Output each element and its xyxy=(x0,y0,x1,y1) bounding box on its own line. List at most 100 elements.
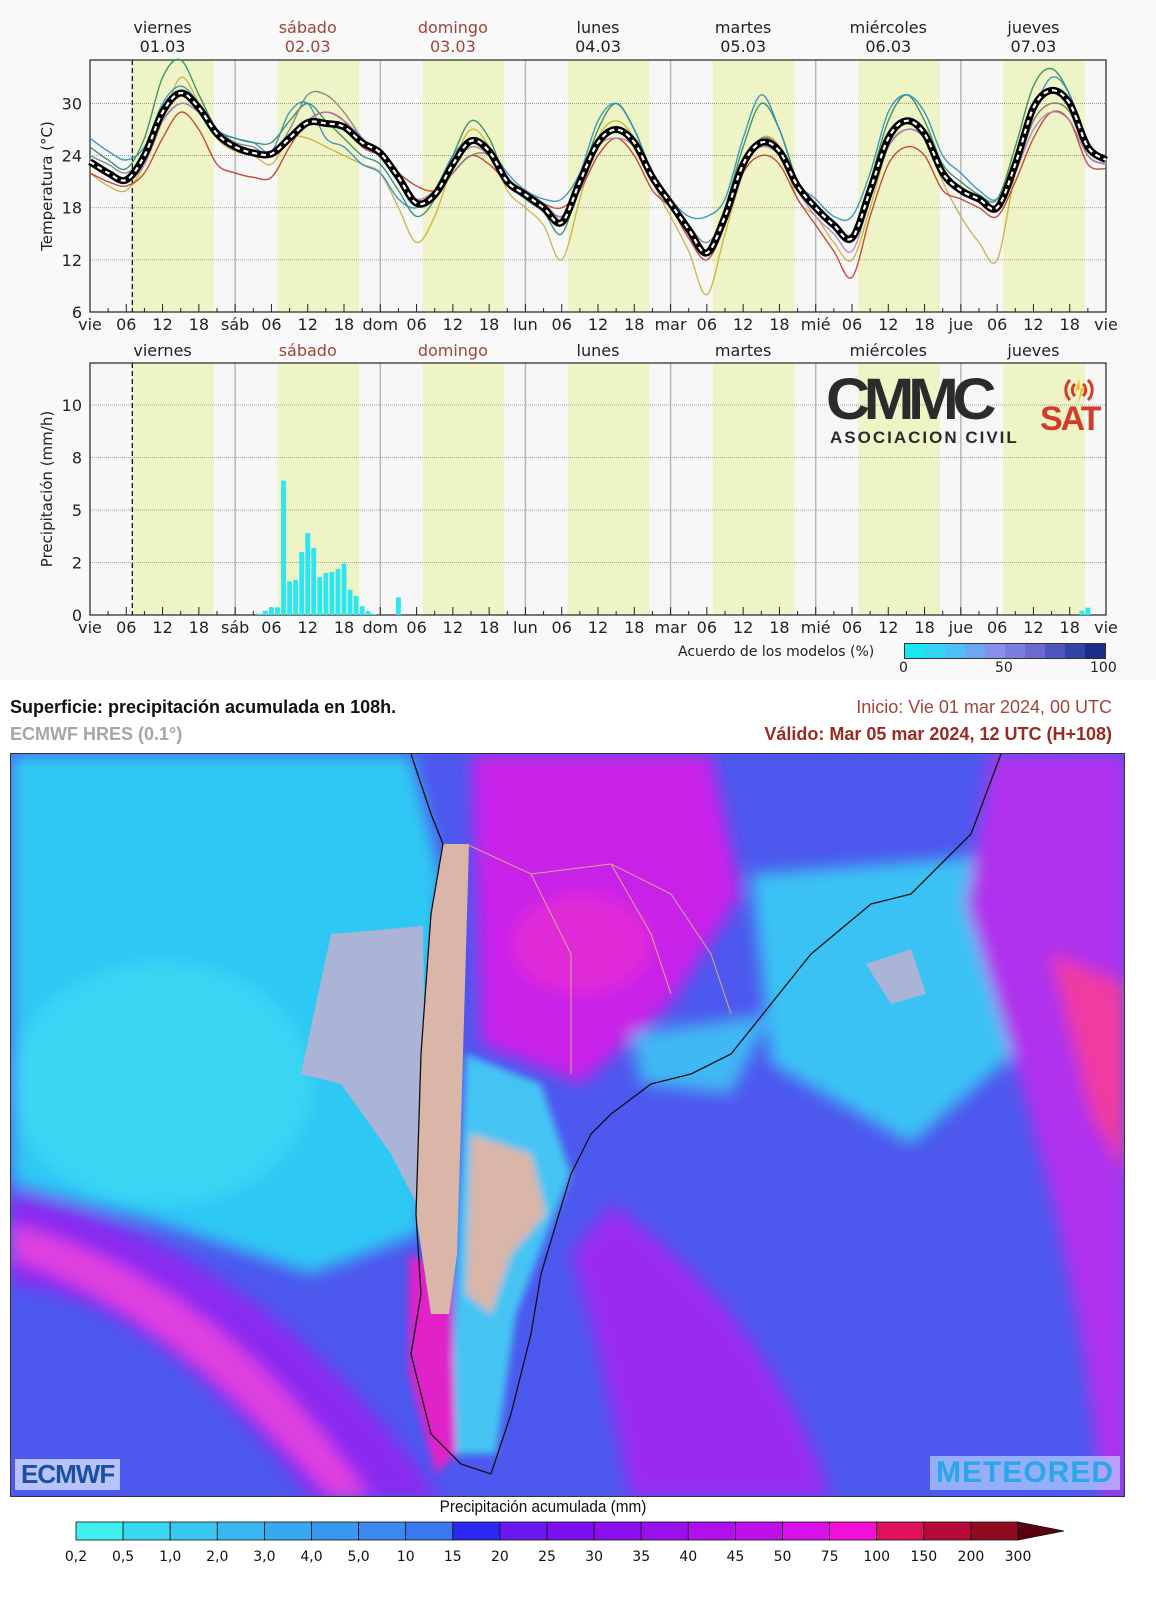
y-tick-label: 12 xyxy=(62,251,82,270)
x-hour-label: 12 xyxy=(443,315,463,334)
x-hour-label: 06 xyxy=(697,315,717,334)
x-day-label: mié xyxy=(801,618,831,637)
x-hour-label: 06 xyxy=(116,315,136,334)
y-tick-label: 10 xyxy=(62,396,82,415)
agreement-legend-label: Acuerdo de los modelos (%) xyxy=(678,644,875,660)
south-atlantic-purple xyxy=(571,1204,831,1496)
colorbar-tick-label: 200 xyxy=(958,1549,985,1565)
precip-bar xyxy=(311,547,317,615)
map-model: ECMWF HRES (0.1°) xyxy=(10,724,183,744)
x-day-label: lun xyxy=(513,618,538,637)
precip-bar xyxy=(281,480,286,615)
precipitation-colorbar: 0,2 0,5 1,0 2,0 3,0 4,0 5,0 10 15 20 25 30 35 40 45 50 7… xyxy=(65,1521,1065,1565)
logo-subtitle: ASOCIACION CIVIL xyxy=(830,428,1019,447)
x-hour-label: 18 xyxy=(479,618,499,637)
ensemble-member-line xyxy=(89,110,1107,279)
day-header-date: 05.03 xyxy=(720,37,766,56)
x-hour-label: 18 xyxy=(189,315,209,334)
colorbar-tick-label: 2,0 xyxy=(206,1549,228,1565)
daylight-band xyxy=(712,60,795,312)
colorbar-box xyxy=(75,1521,124,1541)
precip-bar xyxy=(262,610,268,615)
agreement-color-step xyxy=(1005,644,1025,658)
precip-bar xyxy=(293,579,299,615)
colorbar-box xyxy=(970,1521,1019,1541)
precip-bar xyxy=(323,573,329,615)
x-hour-label: 06 xyxy=(261,315,281,334)
precipitation-map[interactable]: ECMWF METEORED xyxy=(10,753,1125,1497)
daylight-band xyxy=(277,60,360,312)
x-hour-label: 06 xyxy=(987,618,1007,637)
x-hour-label: 18 xyxy=(769,315,789,334)
x-hour-label: 12 xyxy=(1023,618,1043,637)
x-hour-label: 18 xyxy=(624,315,644,334)
precip-bar xyxy=(299,552,305,615)
x-hour-label: 18 xyxy=(914,618,934,637)
ensemble-mean-dash xyxy=(89,89,1107,255)
agreement-color-step xyxy=(945,644,965,658)
agreement-tick-50: 50 xyxy=(995,660,1013,676)
x-hour-label: 12 xyxy=(878,315,898,334)
y-axis-label: Temperatura (°C) xyxy=(38,121,56,252)
x-hour-label: 06 xyxy=(697,618,717,637)
map-image xyxy=(11,754,1124,1496)
x-day-label: vie xyxy=(78,315,102,334)
day-header-name: lunes xyxy=(577,18,620,37)
precip-bar xyxy=(365,611,371,615)
colorbar-tick-label: 150 xyxy=(910,1549,937,1565)
x-hour-label: 18 xyxy=(334,618,354,637)
agreement-color-step xyxy=(925,644,945,658)
colorbar-box xyxy=(122,1521,171,1541)
colorbar-tick-label: 5,0 xyxy=(347,1549,369,1565)
x-hour-label: 12 xyxy=(298,618,318,637)
precip-bar xyxy=(353,596,359,615)
x-hour-label: 06 xyxy=(552,315,572,334)
colorbar-tick-label: 45 xyxy=(726,1549,744,1565)
x-day-label: jue xyxy=(948,618,973,637)
y-tick-label: 5 xyxy=(72,501,82,520)
x-day-label: dom xyxy=(363,618,399,637)
colorbar-box xyxy=(405,1521,454,1541)
antenna-signal-icon xyxy=(1064,378,1094,404)
day-header-date: 01.03 xyxy=(140,37,186,56)
colorbar-box xyxy=(169,1521,218,1541)
patagonia-tan xyxy=(466,1134,546,1314)
agreement-color-step xyxy=(1045,644,1065,658)
day-header-name: miércoles xyxy=(850,18,927,37)
x-day-label: mar xyxy=(655,315,687,334)
colorbar-tick-label: 35 xyxy=(632,1549,650,1565)
coastline-pacific xyxy=(410,754,492,1475)
colorbar-tick-label: 50 xyxy=(774,1549,792,1565)
x-hour-label: 06 xyxy=(261,618,281,637)
colorbar-box xyxy=(452,1521,501,1541)
precip-bar xyxy=(256,613,262,615)
colorbar-tick-label: 300 xyxy=(1005,1549,1032,1565)
pacific-pink-stripe xyxy=(11,1224,370,1496)
x-day-label: vie xyxy=(1094,618,1118,637)
temperature-chart: 6 12 18 24 30 vie 06 12 18 sáb 06 12 18 dom 06 12 18 lun 0… xyxy=(38,18,1118,334)
day-header-date: 07.03 xyxy=(1011,37,1057,56)
colorbar-tick-label: 10 xyxy=(397,1549,415,1565)
precip-bar xyxy=(269,607,274,615)
day-header-name: martes xyxy=(715,18,771,37)
colorbar-box xyxy=(687,1521,736,1541)
x-day-label: sáb xyxy=(221,315,249,334)
meteogram-panel: 6 12 18 24 30 vie 06 12 18 sáb 06 12 18 dom 06 12 18 lun 0… xyxy=(0,0,1156,680)
day-header-name: domingo xyxy=(418,341,488,360)
agreement-colorbar xyxy=(904,643,1106,659)
daylight-band xyxy=(422,363,505,615)
colorbar-tick-label: 100 xyxy=(863,1549,890,1565)
agreement-tick-100: 100 xyxy=(1090,660,1117,676)
x-day-label: dom xyxy=(363,315,399,334)
x-hour-label: 12 xyxy=(152,315,172,334)
atlantic-pink-stripe xyxy=(966,754,1124,1496)
day-header-name: martes xyxy=(715,341,771,360)
colorbar-box xyxy=(735,1521,783,1541)
day-header-date: 03.03 xyxy=(430,37,476,56)
x-hour-label: 12 xyxy=(298,315,318,334)
precip-bar xyxy=(275,607,280,615)
precip-bar xyxy=(396,597,401,615)
colorbar-box xyxy=(923,1521,972,1541)
x-hour-label: 12 xyxy=(588,315,608,334)
y-tick-label: 2 xyxy=(72,554,82,573)
